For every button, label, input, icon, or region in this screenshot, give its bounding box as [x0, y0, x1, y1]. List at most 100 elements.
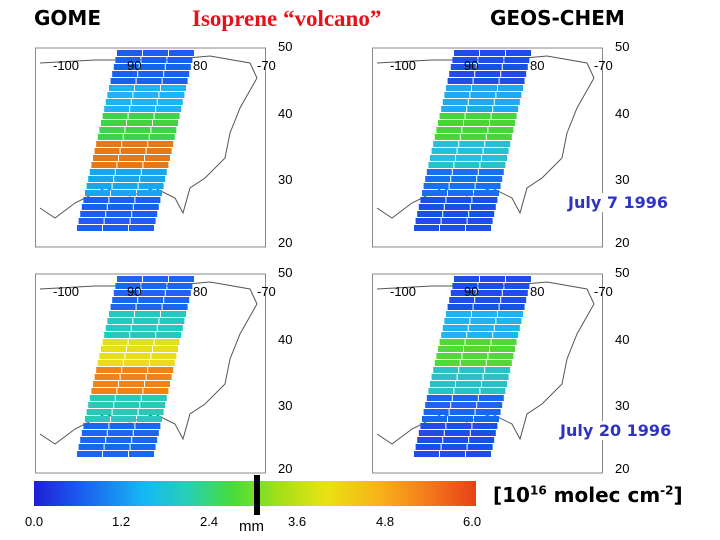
swath-cell — [133, 430, 159, 436]
swath-cell — [107, 430, 133, 436]
swath-cell — [478, 57, 504, 63]
swath-cell — [107, 92, 133, 98]
swath-cell — [125, 127, 151, 133]
swath-cell — [117, 388, 143, 394]
swath-cell — [86, 409, 112, 415]
swath-cell — [488, 353, 514, 359]
swath-cell — [112, 71, 138, 77]
swath-cell — [122, 367, 148, 373]
date-label-july7: July 7 1996 — [566, 193, 671, 212]
swath-cell — [444, 204, 470, 210]
mm-marker — [254, 475, 260, 515]
swath-cell — [470, 318, 496, 324]
swath-cell — [486, 360, 512, 366]
longitude-label: 80 — [530, 58, 544, 73]
longitude-label: 80 — [530, 284, 544, 299]
swath-cell — [436, 353, 462, 359]
swath-cell — [101, 120, 126, 126]
latitude-label: 20 — [278, 235, 292, 248]
latitude-label: 20 — [615, 235, 629, 248]
swath-cell — [123, 134, 149, 140]
swath-cell — [143, 388, 169, 394]
swath-cell — [127, 346, 152, 352]
swath-cell — [454, 162, 480, 168]
swath-cell — [462, 127, 488, 133]
swath-cell — [159, 92, 185, 98]
swath-cell — [148, 367, 174, 373]
swath-cell — [443, 437, 469, 443]
swath-cell — [478, 169, 504, 175]
swath-cell — [109, 311, 134, 317]
swath-cell — [441, 218, 467, 224]
swath-cell — [457, 374, 483, 380]
swath-cell — [449, 297, 475, 303]
swath-cell — [496, 318, 522, 324]
swath-cell — [483, 374, 509, 380]
swath-cell — [107, 318, 133, 324]
latitude-label: 20 — [615, 461, 629, 474]
swath-cell — [93, 381, 118, 387]
swath-cell — [138, 183, 164, 189]
swath-cell — [440, 451, 465, 457]
swath-cell — [472, 423, 498, 429]
swath-cell — [428, 388, 454, 394]
swath-cell — [422, 190, 447, 196]
swath-cell — [475, 71, 501, 77]
swath-cell — [414, 225, 439, 231]
swath-cell — [102, 339, 128, 345]
swath-cell — [140, 176, 166, 182]
swath-cell — [106, 437, 132, 443]
swath-cell — [486, 134, 512, 140]
swath-cell — [480, 162, 506, 168]
swath-cell — [444, 92, 470, 98]
swath-cell — [415, 218, 441, 224]
swath-cell — [131, 99, 157, 105]
swath-cell — [443, 211, 469, 217]
swath-cell — [506, 50, 531, 56]
swath-cell — [140, 402, 166, 408]
swath-cell — [504, 57, 530, 63]
swath-cell — [94, 148, 120, 154]
swath-cell — [501, 71, 527, 77]
swath-cell — [456, 155, 481, 161]
swath-cell — [115, 395, 141, 401]
swath-cell — [422, 416, 447, 422]
latitude-label: 50 — [615, 265, 629, 280]
swath-cell — [115, 57, 141, 63]
swath-cell — [469, 437, 495, 443]
map-panel-geoschem-july20: -100 90 80 -70 50 40 30 20 — [372, 264, 687, 474]
latitude-label: 20 — [278, 461, 292, 474]
swath-cell — [476, 64, 502, 70]
longitude-label: 90 — [127, 58, 141, 73]
swath-cell — [110, 78, 136, 84]
longitude-label: -70 — [594, 284, 613, 299]
swath-cell — [133, 204, 159, 210]
swath-cell — [467, 218, 493, 224]
swath-cell — [501, 297, 527, 303]
swath-cell — [467, 106, 493, 112]
swath-cell — [459, 367, 485, 373]
colorbar-tick: 1.2 — [112, 514, 131, 529]
swath-cell — [433, 367, 459, 373]
swath-cell — [441, 444, 467, 450]
swath-cell — [141, 57, 167, 63]
swath-cell — [102, 113, 128, 119]
swath-cell — [105, 99, 131, 105]
swath-cell — [454, 388, 480, 394]
swath-cell — [449, 71, 475, 77]
swath-cell — [161, 311, 186, 317]
colorbar-tick: 4.8 — [376, 514, 395, 529]
swath-cell — [149, 360, 175, 366]
swath-cell — [85, 416, 110, 422]
swath-cell — [478, 395, 504, 401]
swath-cell — [104, 106, 130, 112]
map-panel-gome-july20: -100 90 80 -70 50 40 30 20 — [35, 264, 350, 474]
swath-cell — [113, 290, 139, 296]
swath-cell — [431, 148, 457, 154]
swath-cell — [488, 127, 514, 133]
swath-cell — [156, 332, 182, 338]
swath-cell — [78, 218, 104, 224]
swath-cell — [480, 388, 506, 394]
swath-cell — [468, 99, 494, 105]
